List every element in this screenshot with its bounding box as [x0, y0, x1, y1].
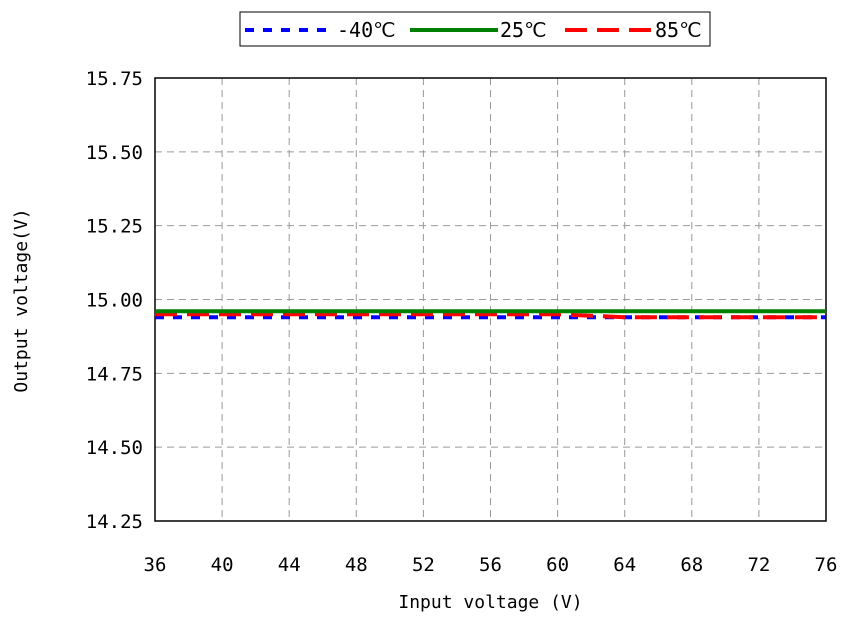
y-tick-label: 15.50 — [86, 142, 143, 164]
x-tick-label: 68 — [680, 554, 703, 576]
x-axis-title: Input voltage (V) — [398, 592, 582, 613]
legend: -40℃ 25℃ 85℃ — [239, 11, 711, 47]
x-tick-label: 40 — [211, 554, 234, 576]
x-tick-label: 64 — [613, 554, 636, 576]
plot-area — [154, 77, 827, 522]
y-axis-title: Output voltage(V) — [11, 208, 32, 392]
y-tick-label: 15.25 — [86, 216, 143, 238]
x-tick-label: 48 — [345, 554, 368, 576]
x-tick-label: 52 — [412, 554, 435, 576]
legend-label: 85℃ — [655, 18, 702, 42]
x-tick-label: 76 — [815, 554, 838, 576]
series-line-85 — [155, 312, 826, 320]
y-tick-label: 15.75 — [86, 68, 143, 90]
y-axis-ticks: 14.25 14.50 14.75 15.00 15.25 15.50 15.75 — [86, 68, 143, 533]
y-tick-label: 14.25 — [86, 511, 143, 533]
y-tick-label: 14.50 — [86, 437, 143, 459]
x-tick-label: 72 — [747, 554, 770, 576]
x-tick-label: 44 — [278, 554, 301, 576]
y-tick-label: 14.75 — [86, 363, 143, 385]
legend-label: -40℃ — [337, 18, 396, 42]
y-tick-label: 15.00 — [86, 290, 143, 312]
x-tick-label: 60 — [546, 554, 569, 576]
series-layer — [155, 309, 826, 320]
x-tick-label: 56 — [479, 554, 502, 576]
x-tick-label: 36 — [144, 554, 167, 576]
grid — [155, 78, 826, 521]
x-axis-ticks: 36 40 44 48 52 56 60 64 68 72 76 — [144, 554, 838, 576]
legend-label: 25℃ — [500, 18, 547, 42]
